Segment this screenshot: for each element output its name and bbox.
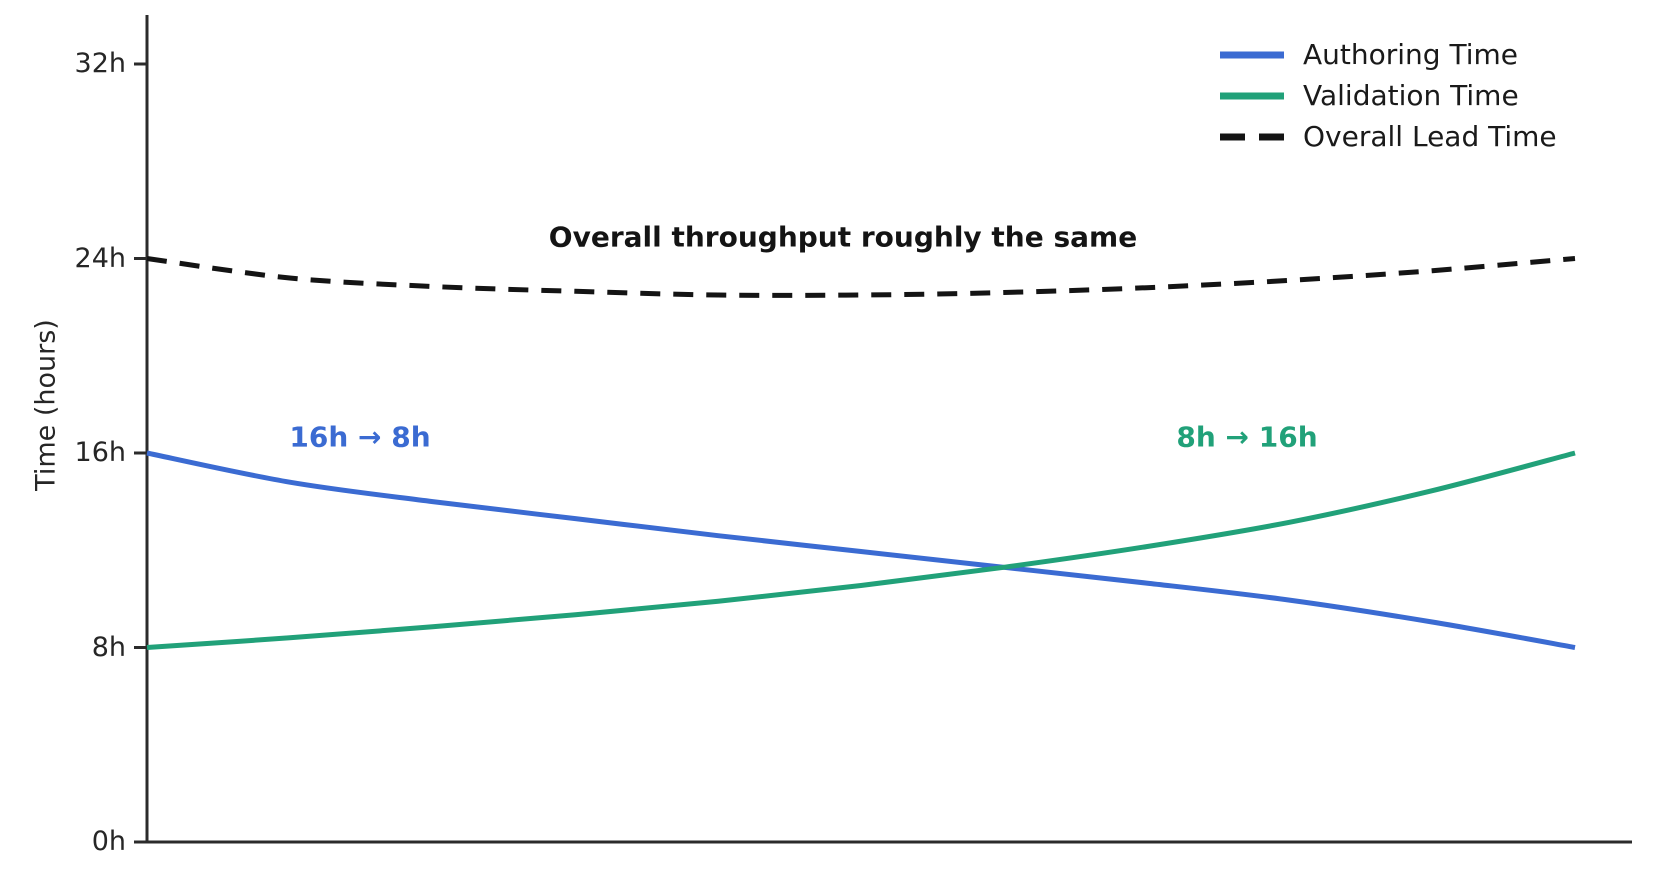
legend-entry-authoring: Authoring Time (1220, 34, 1557, 75)
authoring-line-swatch (1220, 51, 1284, 58)
y-tick-label-16h: 16h (74, 437, 126, 468)
legend-label-validation: Validation Time (1303, 79, 1519, 112)
authoring-time-line (146, 450, 1576, 650)
validation-line-swatch (1220, 92, 1284, 99)
legend-label-authoring: Authoring Time (1303, 38, 1518, 71)
overall-dashed-line-swatch (1220, 133, 1284, 140)
legend: Authoring Time Validation Time Overall L… (1220, 34, 1557, 157)
legend-entry-validation: Validation Time (1220, 75, 1557, 116)
annotation-overall-throughput: Overall throughput roughly the same (548, 220, 1138, 254)
y-tick-label-24h: 24h (74, 243, 126, 274)
y-tick-label-8h: 8h (91, 632, 126, 663)
y-axis-title: Time (hours) (30, 319, 62, 491)
legend-entry-overall: Overall Lead Time (1220, 116, 1557, 157)
overall-lead-time-line (146, 256, 1576, 298)
validation-time-line (146, 450, 1576, 650)
y-tick-label-0h: 0h (91, 826, 126, 857)
annotation-validation-change: 8h → 16h (1176, 420, 1318, 454)
legend-label-overall: Overall Lead Time (1303, 120, 1557, 153)
y-tick-label-32h: 32h (74, 48, 126, 79)
annotation-authoring-change: 16h → 8h (289, 420, 431, 454)
